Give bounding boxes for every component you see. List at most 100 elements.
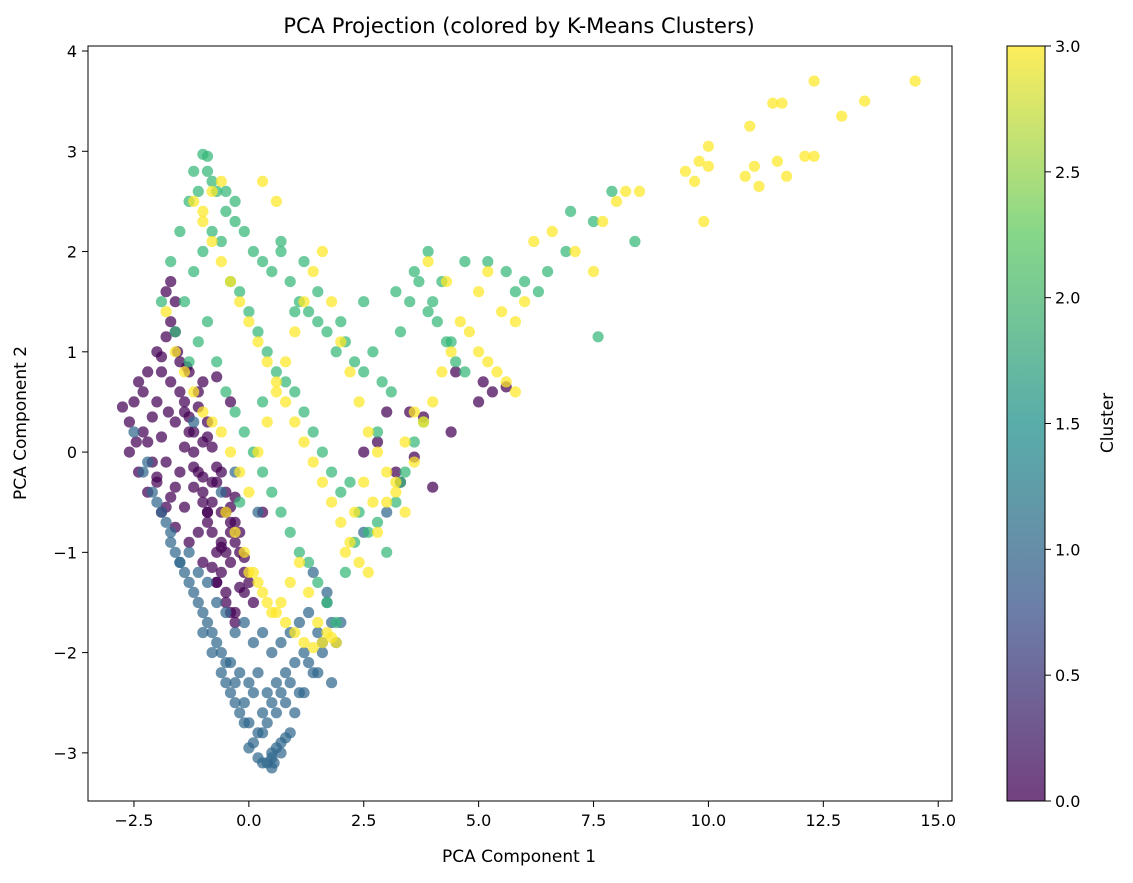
scatter-point	[252, 576, 264, 589]
scatter-point	[381, 546, 393, 558]
scatter-point	[371, 436, 384, 448]
scatter-point	[224, 396, 237, 408]
scatter-point	[326, 496, 338, 508]
scatter-point	[142, 436, 154, 448]
scatter-point	[206, 225, 218, 238]
scatter-point	[229, 195, 241, 207]
scatter-point	[220, 586, 232, 599]
scatter-point	[188, 165, 200, 177]
scatter-point	[142, 456, 154, 468]
scatter-point	[289, 326, 301, 338]
scatter-point	[509, 386, 521, 398]
scatter-point	[482, 266, 494, 278]
scatter-point	[229, 697, 241, 709]
scatter-point	[358, 296, 370, 308]
scatter-point	[298, 406, 310, 418]
scatter-point	[284, 576, 296, 589]
scatter-point	[197, 436, 209, 448]
scatter-point	[620, 185, 632, 197]
scatter-point	[381, 406, 393, 418]
colorbar-ticks: 0.0 0.5 1.0 1.5 2.0 2.5 3.0	[1045, 37, 1080, 811]
scatter-point	[206, 175, 218, 187]
scatter-point	[252, 336, 264, 348]
scatter-point	[427, 481, 439, 493]
scatter-point	[477, 376, 489, 388]
x-tick-label: −2.5	[115, 811, 154, 830]
scatter-point	[689, 175, 701, 187]
colorbar-tick-label: 3.0	[1055, 37, 1080, 56]
scatter-point	[268, 757, 280, 769]
scatter-point	[767, 97, 779, 109]
scatter-point	[298, 296, 310, 308]
scatter-point	[344, 366, 356, 378]
scatter-point	[261, 356, 273, 368]
scatter-point	[215, 426, 227, 438]
scatter-point	[284, 526, 296, 538]
scatter-point	[362, 526, 374, 538]
scatter-point	[201, 506, 214, 518]
scatter-point	[270, 386, 282, 398]
scatter-point	[243, 677, 255, 689]
scatter-point	[192, 526, 204, 538]
scatter-point	[280, 697, 292, 709]
scatter-point	[261, 717, 273, 729]
scatter-point	[312, 576, 324, 589]
scatter-point	[165, 536, 177, 548]
scatter-point	[211, 576, 223, 589]
scatter-point	[178, 366, 191, 378]
scatter-point	[303, 306, 315, 318]
scatter-point	[206, 235, 218, 248]
scatter-point	[133, 376, 145, 388]
scatter-point	[165, 491, 177, 503]
scatter-point	[247, 596, 259, 609]
scatter-point	[215, 541, 227, 553]
scatter-point	[243, 316, 255, 328]
scatter-point	[229, 406, 241, 418]
scatter-point	[266, 266, 278, 278]
scatter-point	[344, 536, 356, 548]
scatter-point	[257, 586, 269, 599]
scatter-point	[234, 286, 246, 298]
scatter-point	[257, 256, 269, 268]
scatter-point	[229, 677, 241, 689]
scatter-point	[528, 235, 540, 248]
scatter-point	[215, 466, 227, 478]
scatter-point	[188, 446, 200, 458]
scatter-point	[445, 346, 457, 358]
scatter-point	[201, 516, 214, 528]
scatter-point	[155, 366, 168, 378]
scatter-point	[394, 326, 407, 338]
scatter-point	[316, 446, 328, 458]
scatter-point	[289, 416, 301, 428]
scatter-point	[326, 296, 338, 308]
scatter-point	[404, 296, 416, 308]
scatter-point	[431, 316, 443, 328]
colorbar-tick-label: 1.0	[1055, 540, 1080, 559]
scatter-point	[312, 616, 324, 629]
scatter-point	[408, 266, 420, 278]
scatter-point	[257, 757, 269, 769]
scatter-point	[500, 376, 512, 388]
scatter-point	[362, 566, 374, 579]
scatter-point	[312, 316, 324, 328]
scatter-point	[234, 496, 246, 508]
scatter-point	[257, 175, 269, 187]
scatter-point	[224, 276, 237, 288]
scatter-point	[606, 185, 618, 197]
y-axis: −3 −2 −1 0 1 2 3 4	[53, 42, 88, 763]
scatter-point	[390, 466, 402, 478]
scatter-point	[252, 506, 264, 518]
scatter-point	[496, 306, 508, 318]
scatter-point	[335, 486, 347, 498]
scatter-point	[275, 245, 287, 258]
scatter-point	[257, 727, 269, 739]
scatter-point	[275, 235, 287, 248]
scatter-point	[597, 215, 609, 228]
scatter-point	[247, 637, 259, 649]
y-tick-label: 3	[67, 142, 77, 161]
scatter-point	[298, 687, 310, 699]
scatter-point	[155, 296, 168, 308]
scatter-point	[238, 717, 250, 729]
scatter-point	[836, 110, 848, 122]
